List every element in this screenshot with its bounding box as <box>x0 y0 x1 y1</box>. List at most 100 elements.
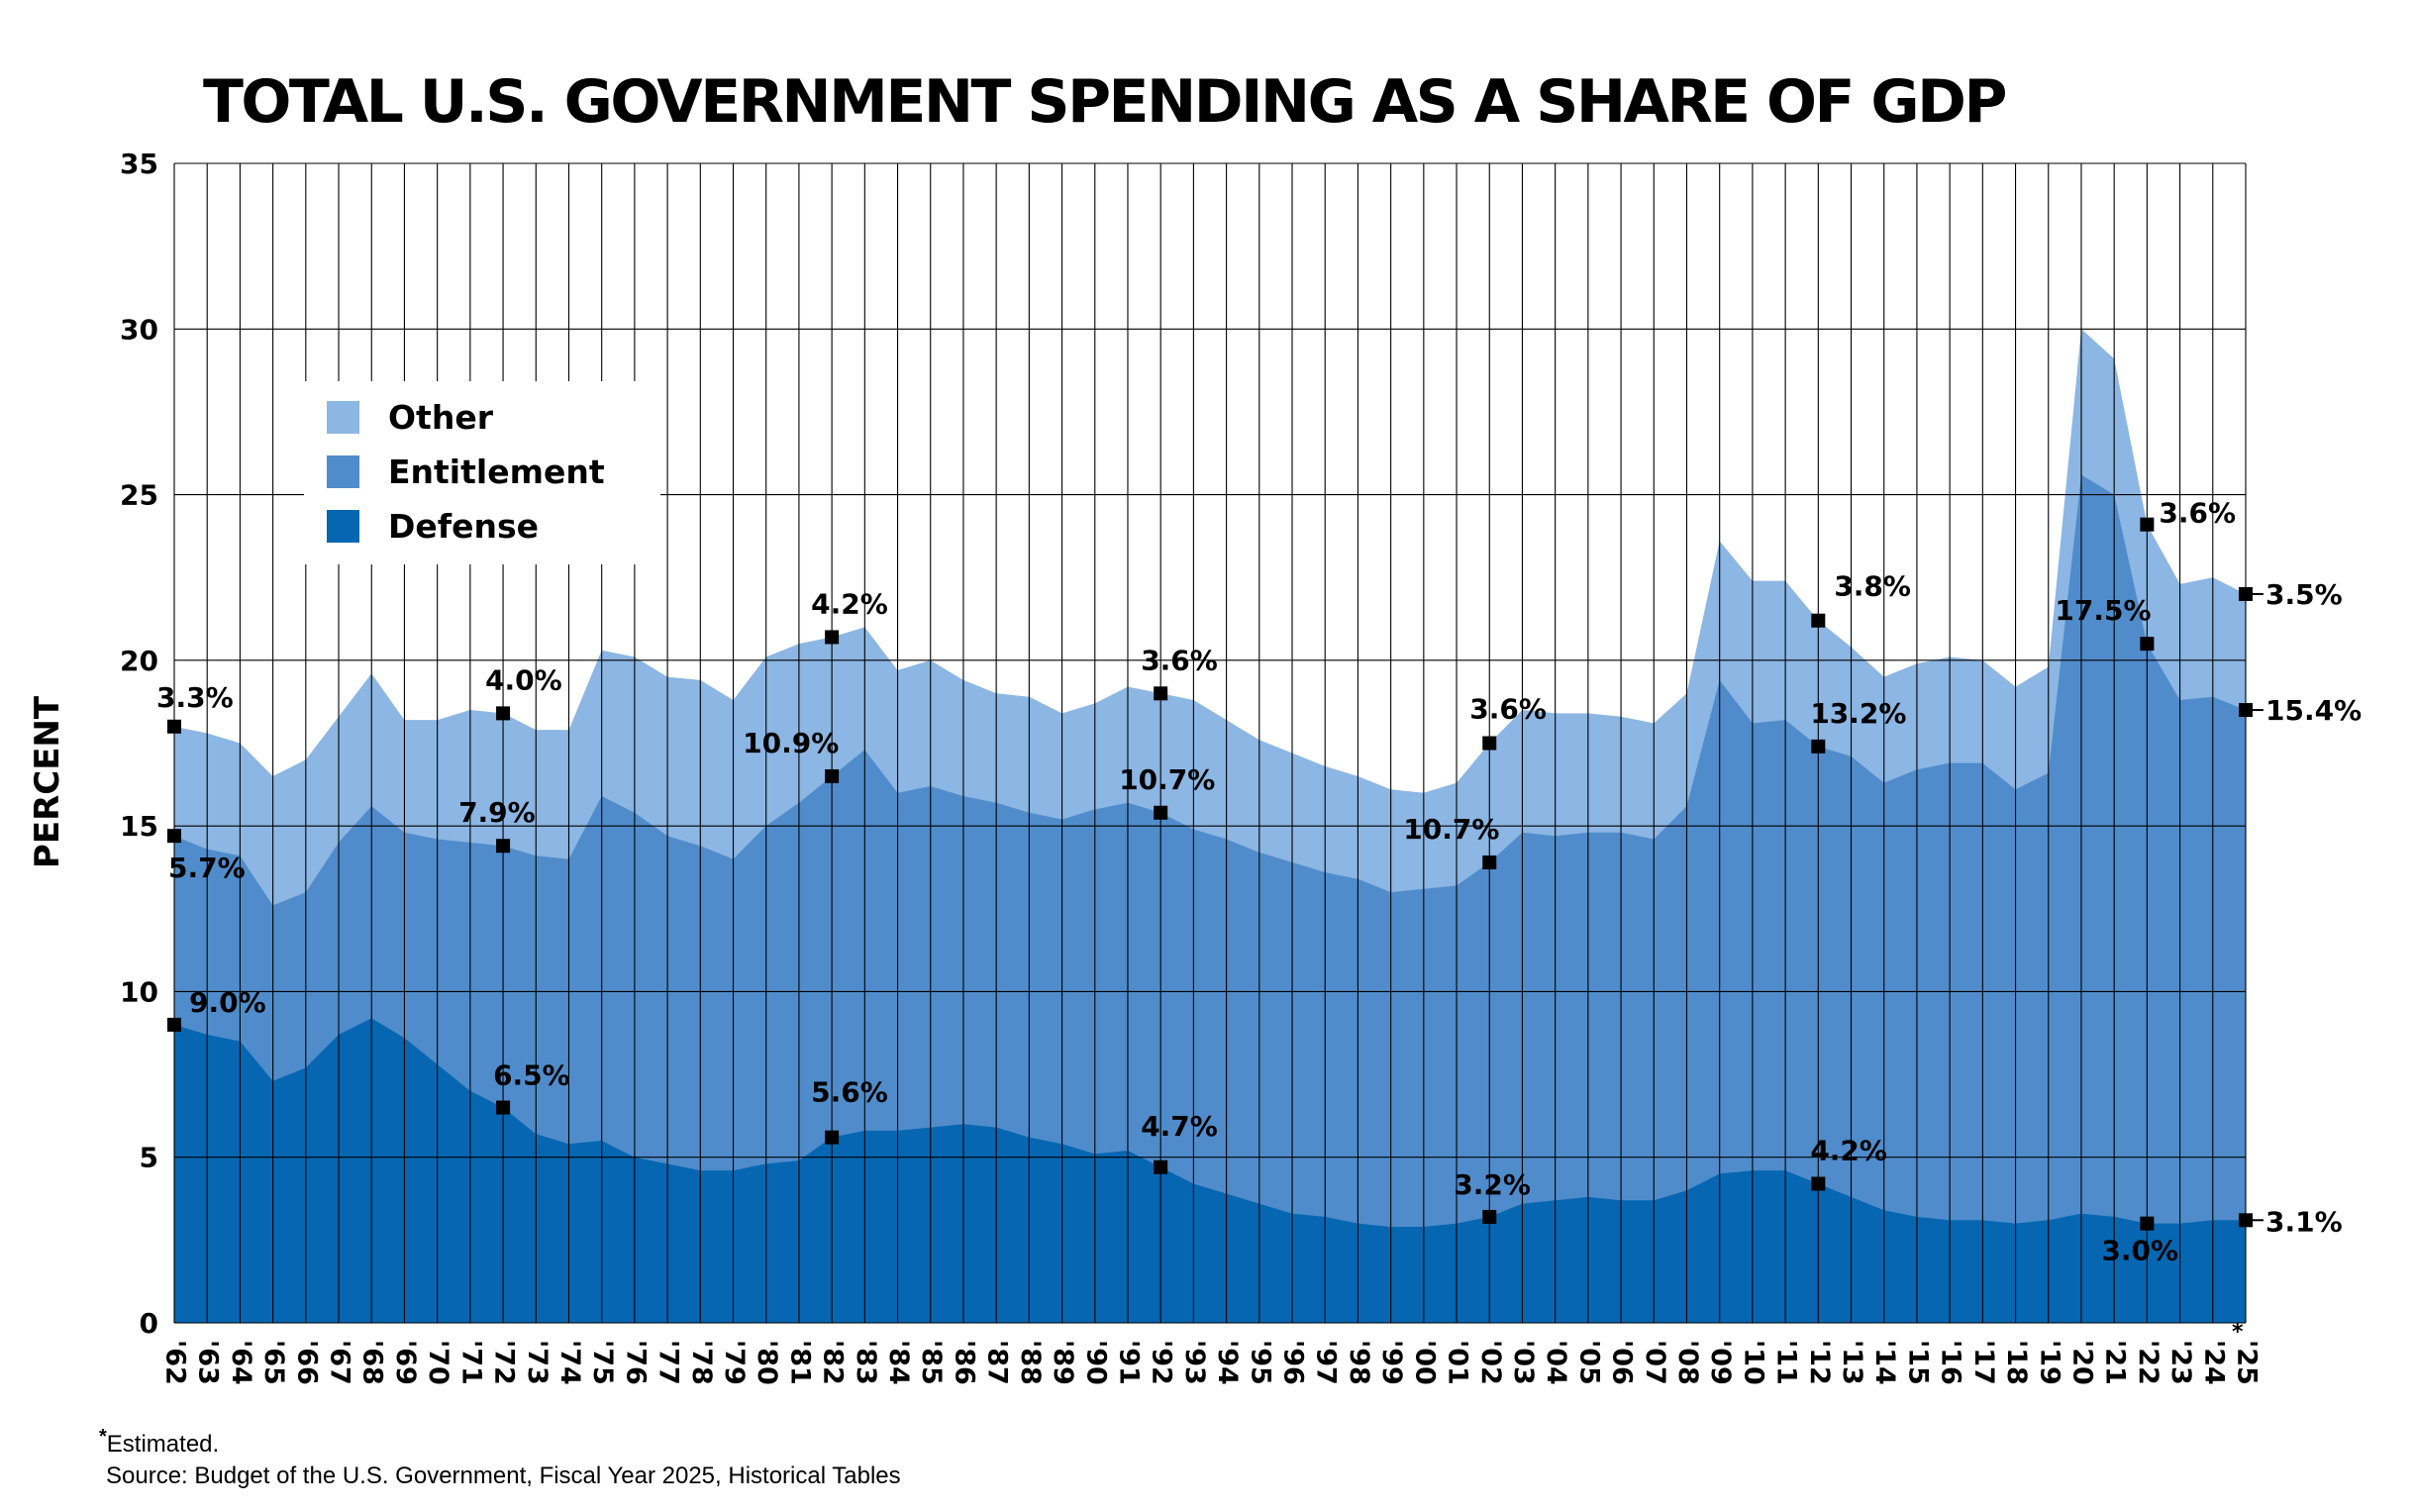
legend: Other Entitlement Defense <box>304 381 660 564</box>
grid-layer <box>173 162 2247 1324</box>
data-label: 10.7% <box>1119 763 1215 796</box>
x-tick-label: '01 <box>1443 1340 1473 1385</box>
x-tick-label: '15 <box>1902 1340 1933 1385</box>
legend-label: Entitlement <box>388 453 605 491</box>
data-label: 10.7% <box>1403 813 1499 846</box>
data-marker <box>496 706 511 721</box>
data-marker <box>1811 1176 1826 1191</box>
legend-label: Defense <box>388 507 539 546</box>
data-label: 3.0% <box>2101 1235 2178 1267</box>
footnote-marker: * <box>99 1426 107 1448</box>
x-tick-label: '93 <box>1179 1340 1210 1385</box>
data-label: 3.3% <box>156 681 234 714</box>
x-tick-label: '89 <box>1048 1340 1078 1385</box>
data-label: 3.6% <box>2159 497 2236 530</box>
x-tick-label: '74 <box>554 1340 585 1385</box>
data-marker <box>825 1130 840 1145</box>
x-tick-label: '79 <box>719 1340 750 1385</box>
area-defense <box>174 1018 2246 1323</box>
data-marker <box>1482 855 1497 869</box>
data-marker <box>2140 637 2155 652</box>
x-tick-label: '98 <box>1344 1340 1374 1385</box>
data-label: 5.7% <box>168 852 246 884</box>
x-tick-label: '23 <box>2165 1340 2196 1385</box>
x-tick-label: '04 <box>1541 1340 1571 1385</box>
data-marker <box>2140 517 2155 532</box>
x-tick-label: '90 <box>1080 1340 1111 1385</box>
data-marker <box>167 719 181 734</box>
data-marker <box>1154 686 1168 701</box>
x-tick-label: '71 <box>455 1340 486 1385</box>
data-marker <box>167 1017 181 1032</box>
data-marker <box>825 630 840 645</box>
data-marker <box>2239 586 2253 601</box>
data-marker <box>1482 736 1497 751</box>
x-tick-label: '67 <box>325 1340 355 1385</box>
y-tick-label: 15 <box>120 810 158 843</box>
x-tick-label: '88 <box>1015 1340 1046 1385</box>
data-label: 9.0% <box>189 986 266 1019</box>
chart-title: TOTAL U.S. GOVERNMENT SPENDING AS A SHAR… <box>203 67 2007 137</box>
x-tick-label: '63 <box>193 1340 224 1385</box>
x-tick-label: '84 <box>883 1340 914 1385</box>
data-label: 17.5% <box>2055 594 2151 627</box>
x-tick-label: '65 <box>258 1340 289 1385</box>
x-tick-label: '03 <box>1508 1340 1539 1385</box>
x-tick-label: '11 <box>1771 1340 1802 1385</box>
x-tick-label: '13 <box>1837 1340 1867 1385</box>
x-tick-label: '87 <box>982 1340 1013 1385</box>
x-tick-label: '94 <box>1212 1340 1243 1385</box>
data-label: 5.6% <box>811 1076 888 1109</box>
data-label: 3.2% <box>1454 1168 1531 1201</box>
source-note: Source: Budget of the U.S. Government, F… <box>106 1462 901 1489</box>
y-tick-label: 35 <box>120 148 158 180</box>
x-tick-label: '08 <box>1672 1340 1703 1385</box>
x-tick-label: '91 <box>1113 1340 1144 1385</box>
x-tick-label: '96 <box>1278 1340 1309 1385</box>
x-tick-label: '10 <box>1738 1340 1768 1385</box>
x-tick-label: '19 <box>2034 1340 2064 1385</box>
x-tick-label: '16 <box>1936 1340 1966 1385</box>
data-marker <box>496 1100 511 1115</box>
x-tick-label: '00 <box>1409 1340 1440 1385</box>
data-label: 3.1% <box>2265 1205 2343 1238</box>
legend-swatch <box>327 401 359 434</box>
data-label: 10.9% <box>743 727 839 759</box>
legend-box <box>304 381 660 564</box>
data-marker <box>1811 613 1826 628</box>
x-tick-label: '69 <box>390 1340 421 1385</box>
x-tick-labels: '62'63'64'65'66'67'68'69'70'71'72'73'74 '… <box>160 1320 2263 1385</box>
data-marker <box>1811 739 1826 754</box>
legend-swatch <box>327 455 359 488</box>
x-tick-label: '20 <box>2066 1340 2097 1385</box>
x-tick-label: '80 <box>752 1340 782 1385</box>
x-tick-label: '07 <box>1640 1340 1670 1385</box>
x-tick-label: '83 <box>851 1340 881 1385</box>
data-label: 3.6% <box>1141 644 1218 676</box>
x-tick-label: '70 <box>423 1340 453 1385</box>
x-tick-label: '17 <box>1968 1340 1999 1385</box>
x-tick-label: '12 <box>1804 1340 1835 1385</box>
x-tick-label: '64 <box>226 1340 256 1385</box>
y-tick-label: 5 <box>140 1142 158 1174</box>
x-tick-label: '14 <box>1869 1340 1900 1385</box>
data-label: 4.2% <box>811 587 888 620</box>
data-label: 3.6% <box>1469 693 1547 726</box>
footnote-text: Estimated. <box>106 1431 220 1458</box>
y-tick-label: 20 <box>120 645 158 677</box>
x-tick-label: '78 <box>686 1340 717 1385</box>
data-marker <box>496 839 511 854</box>
x-tick-label: '62 <box>160 1340 191 1385</box>
x-tick-label: '85 <box>916 1340 947 1385</box>
area-entitlement <box>174 474 2246 1323</box>
x-tick-label: '68 <box>357 1340 388 1385</box>
x-tick-label: '75 <box>587 1340 618 1385</box>
x-tick-label: '81 <box>784 1340 815 1385</box>
data-label: 13.2% <box>1810 697 1906 730</box>
x-tick-label: '25 <box>2232 1340 2263 1385</box>
data-marker <box>2140 1216 2155 1231</box>
x-tick-label: '02 <box>1475 1340 1506 1385</box>
x-tick-label: '09 <box>1705 1340 1736 1385</box>
x-tick-label: '06 <box>1607 1340 1638 1385</box>
y-tick-label: 0 <box>140 1307 158 1340</box>
